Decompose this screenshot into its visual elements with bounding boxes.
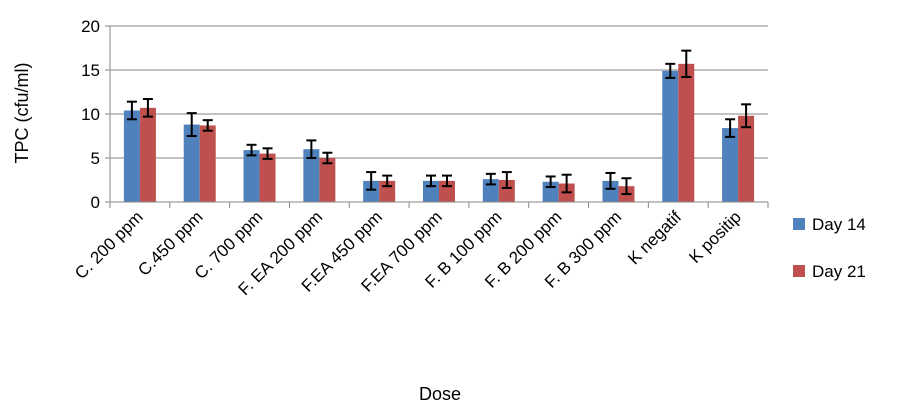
bar: [319, 158, 336, 202]
bar: [738, 115, 755, 202]
bar: [363, 180, 380, 202]
bar: [602, 180, 619, 202]
bar: [722, 128, 739, 202]
bar: [678, 63, 695, 203]
bar: [303, 149, 320, 202]
legend-swatch: [793, 265, 805, 277]
legend-swatch: [793, 218, 805, 230]
bar: [199, 125, 216, 202]
legend-label: Day 14: [812, 215, 866, 234]
bar: [139, 107, 156, 202]
y-tick-label: 5: [91, 149, 100, 168]
bars: [123, 63, 755, 203]
y-tick-label: 20: [81, 17, 100, 36]
bar: [498, 180, 515, 202]
bar: [662, 70, 679, 202]
error-bars: [126, 49, 752, 196]
bar: [243, 150, 260, 202]
y-tick-label: 0: [91, 193, 100, 212]
legend: Day 14 Day 21: [793, 215, 866, 281]
y-tick-label: 10: [81, 105, 100, 124]
axes: [105, 25, 769, 208]
x-axis-title: Dose: [419, 384, 461, 404]
bar: [259, 153, 276, 202]
x-tick-label: C. 200 ppm: [71, 207, 147, 283]
bar: [123, 110, 140, 202]
y-axis-title: TPC (cfu/ml): [12, 63, 32, 164]
x-tick-label: K negatif: [624, 207, 685, 268]
x-tick-label: K positip: [685, 207, 745, 267]
gridlines: [110, 25, 768, 159]
bar: [183, 124, 200, 202]
legend-label: Day 21: [812, 262, 866, 281]
y-tick-labels: 0 5 10 15 20: [81, 17, 100, 212]
y-tick-label: 15: [81, 61, 100, 80]
